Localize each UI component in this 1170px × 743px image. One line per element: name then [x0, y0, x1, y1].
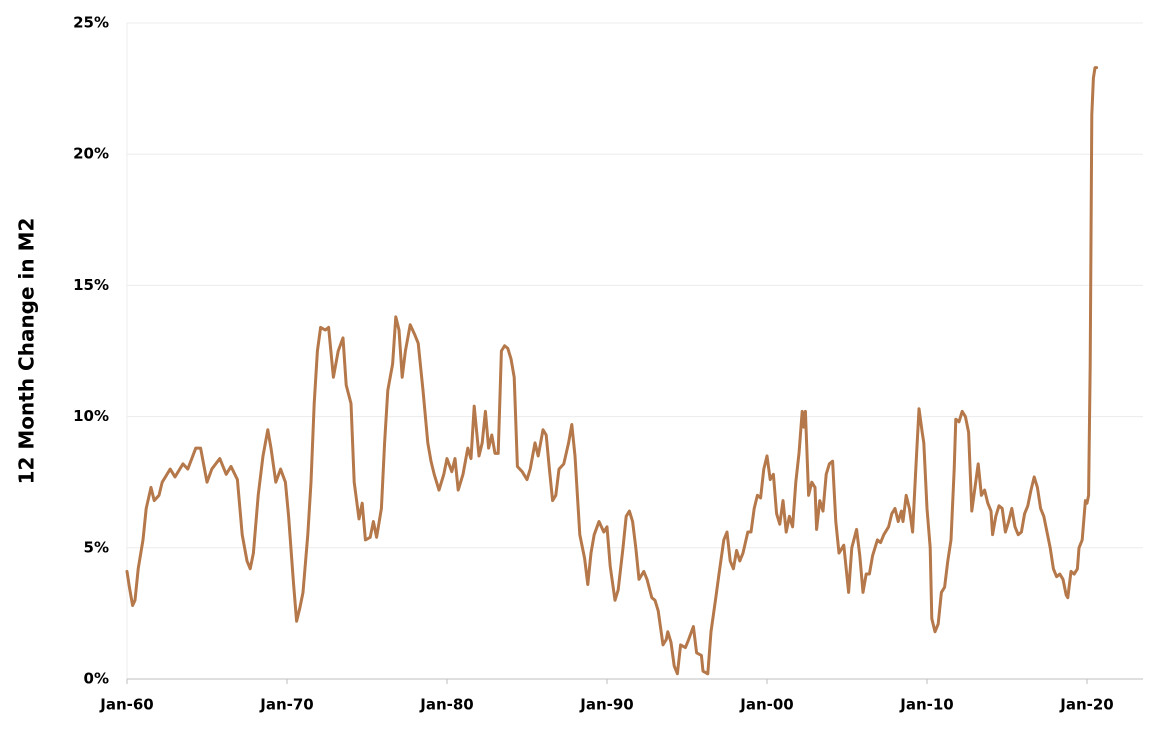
y-tick-label: 25%: [73, 14, 109, 32]
x-tick-label: Jan-60: [99, 696, 153, 714]
y-axis-label: 12 Month Change in M2: [15, 218, 39, 485]
y-tick-label: 5%: [84, 538, 109, 556]
x-tick-label: Jan-90: [579, 696, 633, 714]
y-tick-label: 10%: [73, 407, 109, 425]
x-tick-label: Jan-20: [1059, 696, 1113, 714]
y-tick-label: 15%: [73, 276, 109, 294]
x-tick-label: Jan-00: [739, 696, 793, 714]
y-tick-label: 20%: [73, 145, 109, 163]
y-tick-label: 0%: [84, 670, 109, 688]
data-line: [125, 66, 1099, 676]
x-tick-label: Jan-70: [259, 696, 313, 714]
x-tick-label: Jan-10: [899, 696, 953, 714]
x-tick-label: Jan-80: [419, 696, 473, 714]
